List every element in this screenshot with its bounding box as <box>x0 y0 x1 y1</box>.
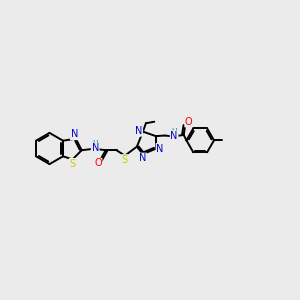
Text: N: N <box>92 143 99 153</box>
Text: H: H <box>171 128 177 137</box>
Text: N: N <box>156 144 164 154</box>
Text: N: N <box>139 153 147 163</box>
Text: S: S <box>122 155 128 165</box>
Text: O: O <box>94 158 102 168</box>
Text: N: N <box>70 130 78 140</box>
Text: H: H <box>92 140 98 149</box>
Text: N: N <box>170 131 178 141</box>
Text: O: O <box>185 117 193 127</box>
Text: N: N <box>135 126 142 136</box>
Text: S: S <box>70 159 76 169</box>
